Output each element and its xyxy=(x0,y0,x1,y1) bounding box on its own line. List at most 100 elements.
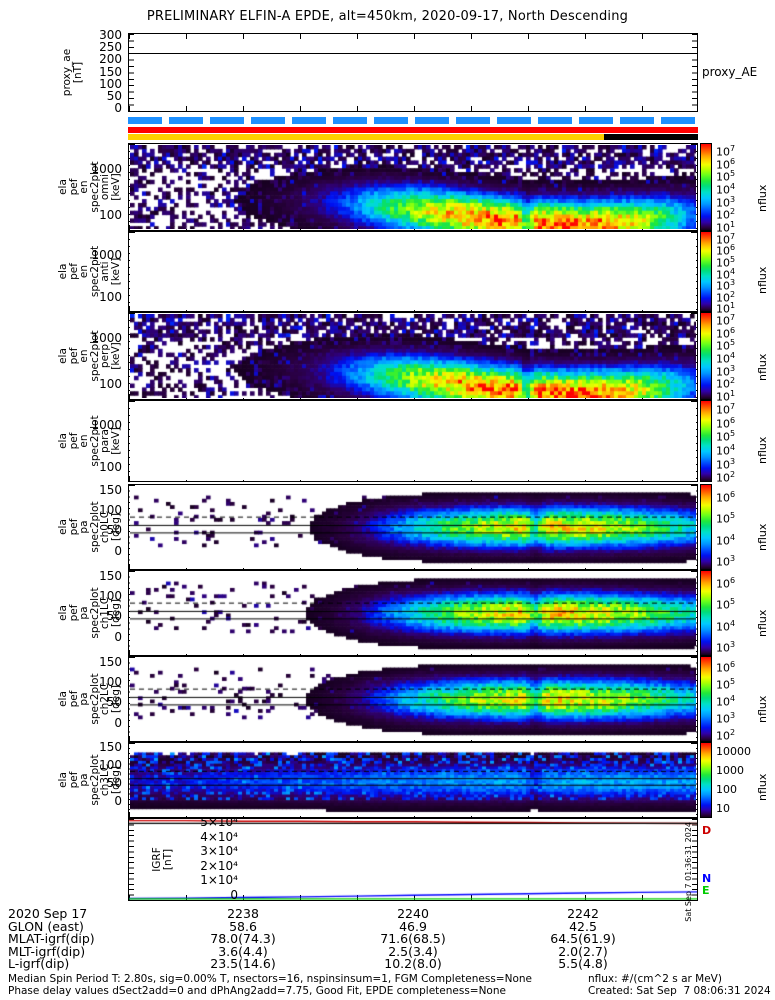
igrf-legend-e: E xyxy=(702,884,710,897)
cb-mantissa: 10 xyxy=(716,340,730,354)
colorbar-tick-label: 105 xyxy=(716,254,735,269)
colorbar-tick-label: 104 xyxy=(716,532,735,547)
cb-mantissa: 10 xyxy=(716,491,730,505)
colorbar-tick-label: 10 xyxy=(716,801,730,815)
status-bar-yellow xyxy=(128,134,698,140)
ytick-label: 150 xyxy=(99,483,122,498)
ytick-label: 100 xyxy=(99,757,122,772)
cb-exponent: 7 xyxy=(730,144,736,154)
colorbar-en-perp xyxy=(700,312,712,400)
colorbar-tick-label: 107 xyxy=(716,231,735,246)
table-row: L-igrf(dip) 23.5(14.6) 10.2(8.0) 5.5(4.8) xyxy=(8,958,668,971)
row-label: MLT-igrf(dip) xyxy=(8,943,86,959)
colorbar-tick-label: 103 xyxy=(716,194,735,209)
x-ticks-top xyxy=(129,34,697,39)
ytick-label: 100 xyxy=(99,76,122,91)
ytick-label: 150 xyxy=(99,569,122,584)
colorbar-tick-label: 102 xyxy=(716,727,735,742)
colorbar-tick-label: 103 xyxy=(716,277,735,292)
footer-notes-right: nflux: #/(cm^2 s ar MeV) Created: Sat Se… xyxy=(588,973,771,997)
spectrogram-en-anti xyxy=(130,233,696,310)
cb-exponent: 4 xyxy=(730,266,736,276)
spectrogram-pa-ch3LC xyxy=(130,744,696,816)
colorbar-tick-label: 105 xyxy=(716,428,735,443)
panel-pa-ch0LC xyxy=(128,484,698,570)
cb-mantissa: 10 xyxy=(716,661,730,675)
row-value: 64.5(61.9) xyxy=(550,931,616,947)
colorbar-title: nflux xyxy=(756,609,769,638)
row-value: 2.0(2.7) xyxy=(558,943,608,959)
colorbar-title: nflux xyxy=(756,184,769,212)
cb-mantissa: 10 xyxy=(716,327,730,341)
cb-mantissa: 10 xyxy=(716,695,730,709)
panel-proxy-ae xyxy=(128,33,698,112)
ytick-label: 150 xyxy=(99,740,122,755)
row-value: 2240 xyxy=(397,906,429,921)
cb-mantissa: 10 xyxy=(716,403,730,417)
ytick-label: 100 xyxy=(99,208,122,223)
cb-mantissa: 10 xyxy=(716,208,730,222)
ytick-label: 1000 xyxy=(91,162,122,177)
row-value: 2242 xyxy=(567,906,599,921)
colorbar-tick-label: 104 xyxy=(716,693,735,708)
cb-mantissa: 10 xyxy=(716,268,730,282)
panel-en-anti xyxy=(128,231,698,312)
colorbar-tick-label: 106 xyxy=(716,325,735,340)
ytick-label: 150 xyxy=(99,655,122,670)
status-bar-red xyxy=(128,127,698,133)
spectrogram-pa-ch0LC xyxy=(130,486,696,568)
row-value: 78.0(74.3) xyxy=(210,931,276,947)
colorbar-tick-label: 106 xyxy=(716,575,735,590)
table-row: MLT-igrf(dip) 3.6(4.4) 2.5(3.4) 2.0(2.7) xyxy=(8,943,668,959)
cb-mantissa: 10 xyxy=(716,641,730,655)
colorbar-tick-label: 101 xyxy=(716,388,735,403)
row-label: 2020 Sep 17 xyxy=(8,906,88,921)
status-bar-blue xyxy=(128,117,698,124)
colorbar-pa-ch1LC xyxy=(700,570,712,656)
colorbar-tick-label: 107 xyxy=(716,401,735,416)
cb-mantissa: 10 xyxy=(716,196,730,210)
row-label: MLAT-igrf(dip) xyxy=(8,931,95,947)
cb-exponent: 6 xyxy=(730,325,736,335)
ytick-label: 0 xyxy=(114,716,122,731)
cb-exponent: 3 xyxy=(730,554,736,564)
ytick-label: 200 xyxy=(99,52,122,67)
ytick-label: 0 xyxy=(114,630,122,645)
colorbar-title: nflux xyxy=(756,773,769,802)
cb-mantissa: 10 xyxy=(716,417,730,431)
cb-mantissa: 10 xyxy=(716,678,730,692)
cb-exponent: 7 xyxy=(730,401,736,411)
cb-exponent: 3 xyxy=(730,194,736,204)
cb-exponent: 2 xyxy=(730,470,736,480)
colorbar-pa-ch2LC xyxy=(700,656,712,742)
cb-mantissa: 10 xyxy=(716,377,730,391)
ytick-label: 1×10⁴ xyxy=(200,873,238,888)
cb-exponent: 4 xyxy=(730,442,736,452)
x-ticks-bottom xyxy=(129,106,697,111)
table-row: GLON (east) 58.6 46.9 42.5 xyxy=(8,918,668,934)
ytick-label: 100 xyxy=(99,674,122,689)
colorbar-tick-label: 10000 xyxy=(716,744,751,758)
row-value: 5.5(4.8) xyxy=(558,956,608,972)
cb-mantissa: 10 xyxy=(716,245,730,258)
colorbar-tick-label: 106 xyxy=(716,156,735,171)
cb-mantissa: 10 xyxy=(716,145,730,159)
cb-mantissa: 10 xyxy=(716,390,730,404)
colorbar-pa-ch0LC xyxy=(700,484,712,570)
y-ticks-left xyxy=(129,34,134,111)
table-row: 2020 Sep 17 2238 2240 2242 xyxy=(8,906,668,921)
cb-mantissa: 10 xyxy=(716,430,730,444)
cb-exponent: 3 xyxy=(730,640,736,650)
cb-exponent: 2 xyxy=(730,728,736,738)
cb-exponent: 7 xyxy=(730,231,736,241)
row-value: 46.9 xyxy=(399,918,427,934)
cb-mantissa: 10 xyxy=(716,221,730,235)
ytick-label: 100 xyxy=(99,290,122,305)
colorbar-tick-label: 105 xyxy=(716,168,735,183)
cb-mantissa: 10 xyxy=(716,620,730,634)
colorbar-tick-label: 102 xyxy=(716,289,735,304)
ytick-label: 100 xyxy=(99,377,122,392)
ytick-label: 50 xyxy=(106,609,122,624)
row-value: 71.6(68.5) xyxy=(380,931,446,947)
cb-mantissa: 10 xyxy=(716,444,730,458)
